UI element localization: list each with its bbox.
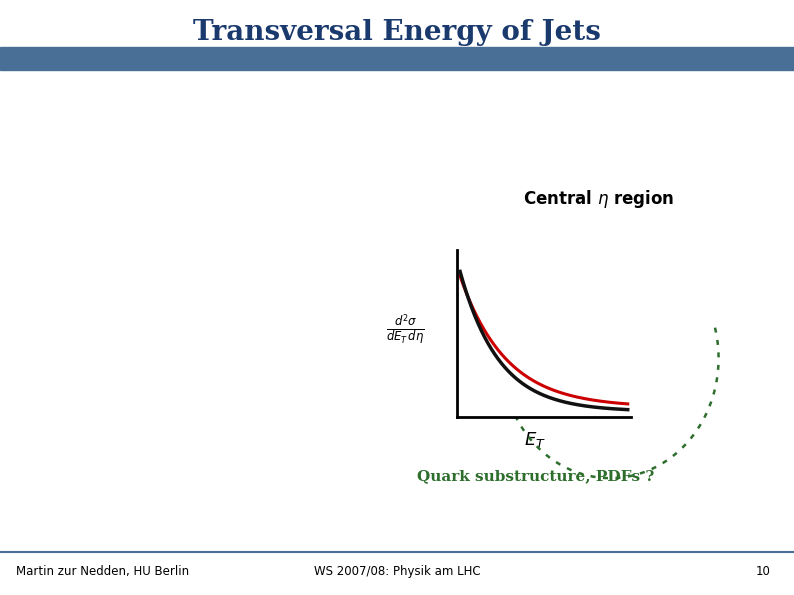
Text: Martin zur Nedden, HU Berlin: Martin zur Nedden, HU Berlin — [16, 565, 189, 578]
Text: $\frac{d^2\sigma}{dE_T\,d\eta}$: $\frac{d^2\sigma}{dE_T\,d\eta}$ — [386, 312, 424, 347]
Bar — [0, 47, 794, 70]
Text: $E_T$: $E_T$ — [524, 430, 546, 450]
Text: Central $\eta$ region: Central $\eta$ region — [523, 189, 674, 210]
Text: Transversal Energy of Jets: Transversal Energy of Jets — [193, 19, 601, 46]
Text: 10: 10 — [755, 565, 770, 578]
Text: WS 2007/08: Physik am LHC: WS 2007/08: Physik am LHC — [314, 565, 480, 578]
Text: Quark substructure, PDFs ?: Quark substructure, PDFs ? — [417, 469, 653, 483]
